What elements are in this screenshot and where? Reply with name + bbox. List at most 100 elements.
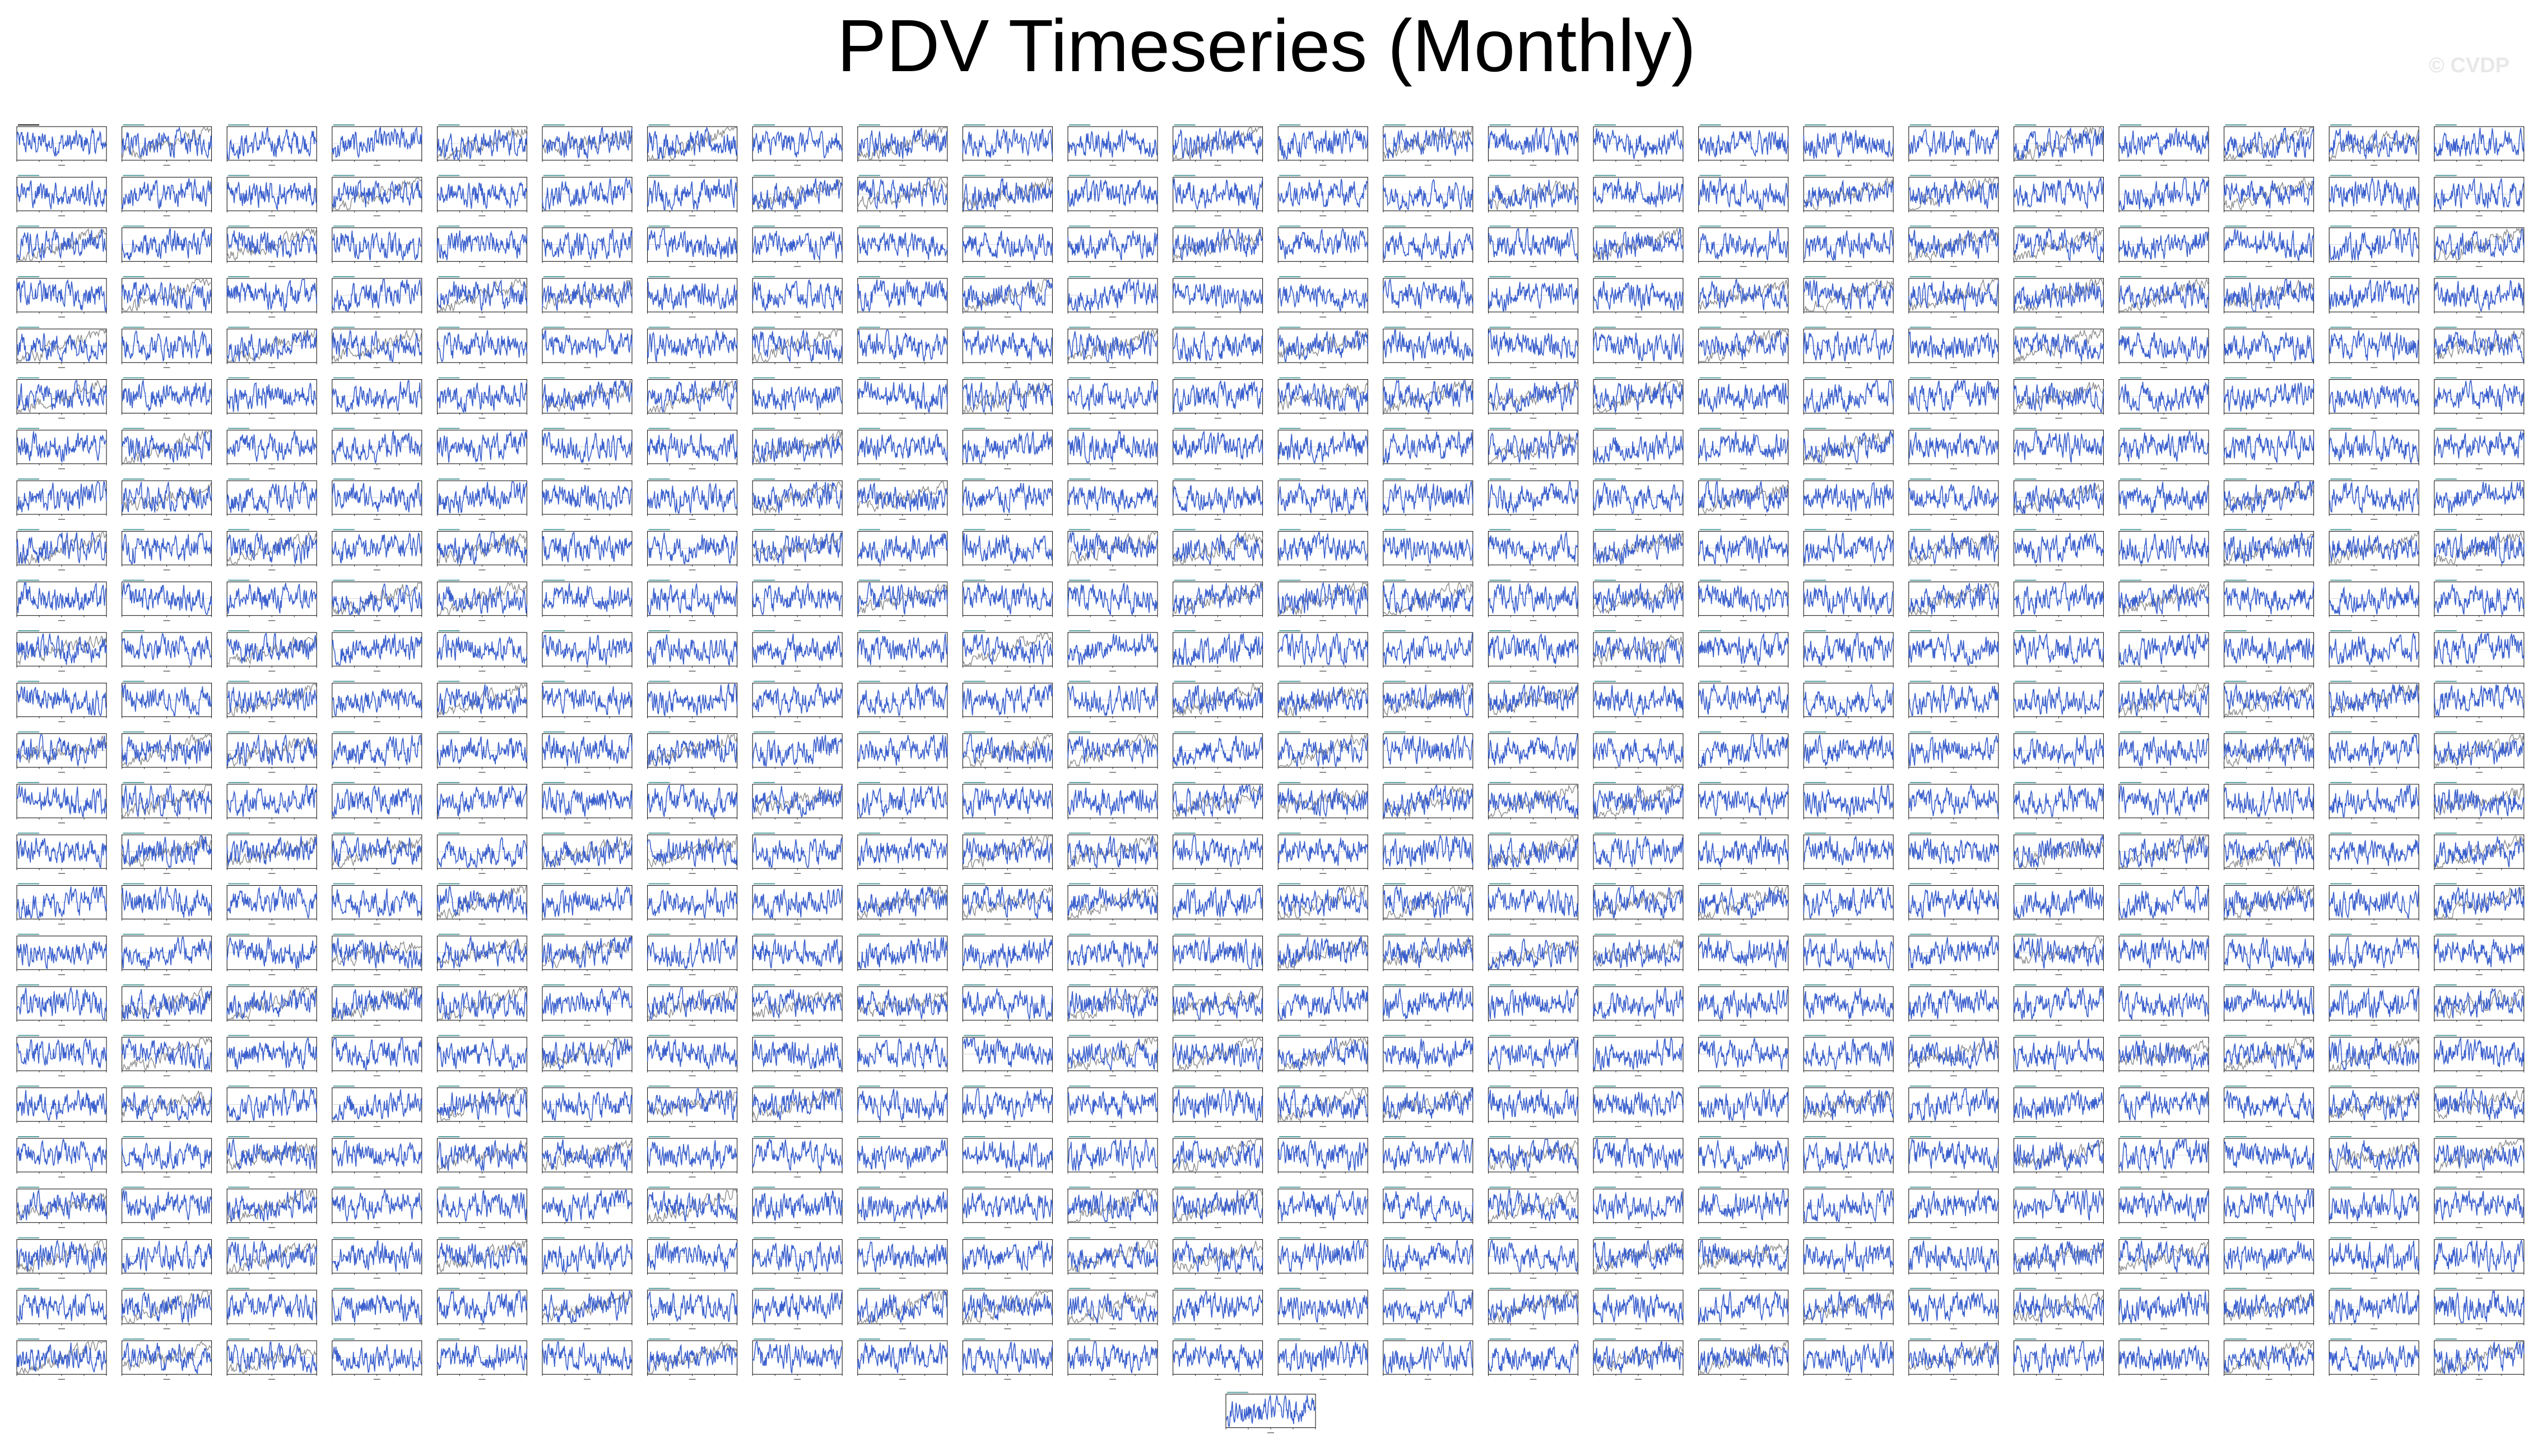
member-series-line <box>1698 480 1789 513</box>
pdv-panel <box>1067 427 1158 469</box>
member-series-line <box>542 686 633 715</box>
pdv-panel <box>542 832 633 874</box>
member-series-line <box>436 279 528 311</box>
reference-series-line <box>1593 784 1684 818</box>
pdv-panel <box>962 276 1053 318</box>
pdv-panel <box>857 529 948 571</box>
pdv-panel <box>1277 579 1368 621</box>
pdv-panel <box>436 478 528 520</box>
member-series-line <box>1803 179 1894 208</box>
member-series-line <box>121 481 212 513</box>
pdv-panel <box>1488 630 1579 672</box>
member-series-line <box>752 178 843 211</box>
member-series-line <box>1908 784 1999 816</box>
pdv-panel <box>647 175 738 217</box>
reference-series-line <box>437 278 528 313</box>
pdv-panel <box>1593 782 1684 824</box>
pdv-panel <box>1698 529 1789 571</box>
member-series-line <box>1383 431 1474 463</box>
member-series-line <box>542 937 633 970</box>
pdv-panel <box>1172 630 1263 672</box>
member-series-line <box>1172 485 1263 514</box>
member-series-line <box>16 380 107 411</box>
member-series-line <box>1593 331 1684 362</box>
pdv-panel <box>647 630 738 672</box>
pdv-panel <box>647 782 738 824</box>
pdv-panel <box>542 529 633 571</box>
pdv-panel <box>1172 276 1263 318</box>
member-series-line <box>1698 734 1789 767</box>
member-series-line <box>1593 685 1684 717</box>
member-series-line <box>857 432 948 462</box>
member-series-line <box>1172 582 1263 615</box>
pdv-panel <box>2013 124 2104 166</box>
pdv-panel <box>332 124 422 166</box>
pdv-panel <box>1698 327 1789 368</box>
member-series-line <box>1488 531 1579 565</box>
pdv-panel <box>1277 478 1368 520</box>
reference-series-line <box>16 532 107 565</box>
member-series-line <box>1908 431 1999 459</box>
member-series-line <box>647 282 738 311</box>
pdv-panel <box>962 124 1053 166</box>
pdv-panel <box>1172 681 1263 723</box>
member-series-line <box>542 634 633 667</box>
member-series-line <box>1698 632 1789 666</box>
pdv-panel <box>2223 427 2314 469</box>
member-series-line <box>1908 684 1999 717</box>
member-series-line <box>121 228 212 261</box>
pdv-panel <box>121 933 212 975</box>
pdv-panel <box>1803 225 1894 267</box>
reference-series-line <box>962 734 1053 767</box>
member-series-line <box>2013 734 2104 768</box>
pdv-panel <box>1277 731 1368 773</box>
member-series-line <box>2013 785 2104 818</box>
pdv-panel <box>962 832 1053 874</box>
member-series-line <box>2014 582 2104 616</box>
pdv-panel <box>1383 883 1474 925</box>
pdv-panel <box>1908 933 1999 975</box>
member-series-line <box>1908 484 1999 511</box>
reference-series-line <box>2223 127 2314 160</box>
pdv-panel <box>1277 529 1368 571</box>
pdv-panel <box>1593 478 1684 520</box>
member-series-line <box>2328 128 2419 160</box>
member-series-line <box>1803 482 1894 512</box>
member-series-line <box>1908 887 1999 919</box>
pdv-panel <box>542 1035 633 1077</box>
pdv-panel <box>332 933 422 975</box>
pdv-panel <box>962 427 1053 469</box>
member-series-line <box>1908 128 1999 157</box>
pdv-panel <box>121 984 212 1026</box>
pdv-panel <box>1803 276 1894 318</box>
member-series-line <box>2013 431 2104 463</box>
member-series-line <box>121 682 212 717</box>
member-series-line <box>1277 330 1368 362</box>
member-series-line <box>857 682 948 717</box>
pdv-panel <box>2434 276 2525 318</box>
pdv-panel <box>332 832 422 874</box>
member-series-line <box>1488 684 1578 714</box>
pdv-panel <box>857 478 948 520</box>
member-series-line <box>121 989 212 1021</box>
pdv-panel <box>2328 731 2419 773</box>
pdv-panel <box>857 377 948 419</box>
member-series-line <box>857 937 948 969</box>
member-series-line <box>1277 179 1368 208</box>
pdv-panel <box>16 630 107 672</box>
member-series-line <box>1067 987 1158 1020</box>
member-series-line <box>332 633 422 666</box>
pdv-panel <box>542 124 633 166</box>
pdv-panel <box>2224 933 2314 975</box>
member-series-line <box>2118 736 2209 766</box>
pdv-panel <box>332 782 422 824</box>
member-series-line <box>1803 937 1894 970</box>
pdv-panel <box>857 225 948 267</box>
member-series-line <box>121 126 212 159</box>
pdv-panel <box>2328 782 2419 824</box>
member-series-line <box>1698 937 1789 969</box>
pdv-panel <box>542 327 633 368</box>
member-series-line <box>1488 938 1579 970</box>
reference-series-line <box>332 178 422 211</box>
member-series-line <box>436 382 528 413</box>
